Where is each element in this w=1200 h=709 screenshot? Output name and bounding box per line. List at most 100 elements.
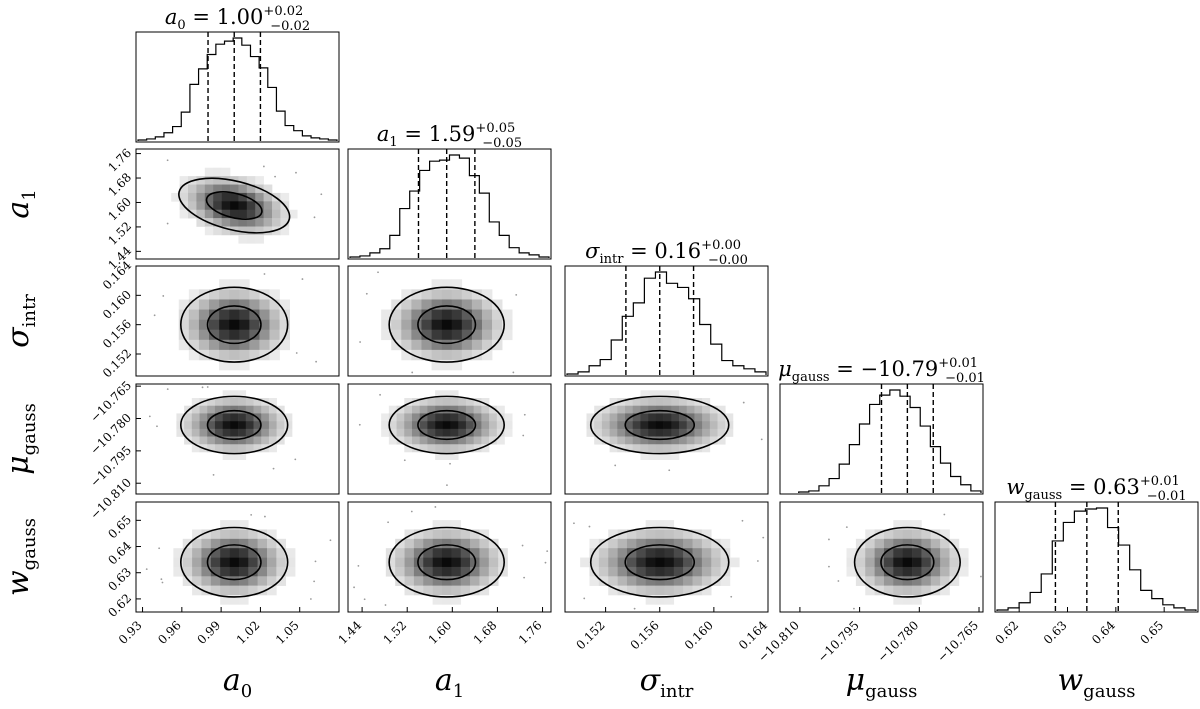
density-cell (432, 548, 443, 558)
density-cell (173, 557, 184, 568)
density-cell (266, 548, 277, 558)
density-cell (617, 421, 626, 430)
sample-point (162, 295, 165, 297)
sample-point (295, 352, 298, 354)
contour-2sigma (589, 526, 730, 598)
density-cell (423, 557, 433, 568)
density-cell (263, 209, 273, 219)
x-axis-label-a0: a0 (223, 663, 252, 702)
density-cell (266, 529, 277, 540)
density-cell (479, 538, 490, 549)
density-cell (912, 548, 922, 558)
density-cell (171, 192, 180, 202)
x-tick-label-a1: 1.52 (381, 618, 410, 647)
density-cell (191, 436, 200, 445)
density-cell (460, 566, 471, 577)
density-cell (248, 529, 258, 540)
density-cell (940, 585, 950, 596)
density-cell (238, 209, 248, 219)
sample-point (250, 513, 253, 516)
density-cell (391, 339, 402, 351)
y-axis-label-mu_gauss: μgauss (1, 403, 40, 475)
density-cell (220, 557, 230, 568)
density-cell (427, 428, 436, 437)
density-cell (253, 421, 262, 430)
density-cell (441, 279, 453, 290)
density-cell (238, 413, 247, 422)
density-cell (209, 299, 220, 310)
density-cell (229, 349, 240, 361)
density-cell (589, 557, 600, 568)
density-cell (673, 548, 684, 558)
density-cell (451, 548, 462, 558)
density-cell (465, 397, 474, 407)
density-cell (481, 349, 493, 361)
density-cell (263, 201, 273, 211)
density-cell (640, 413, 649, 422)
density-cell (709, 436, 718, 445)
density-cell (269, 329, 280, 341)
density-cell (441, 548, 452, 558)
contour-2sigma (178, 177, 291, 234)
density-cell (238, 405, 247, 414)
density-cell (214, 444, 223, 453)
density-cell (450, 390, 459, 399)
density-cell (488, 566, 499, 577)
density-cell (492, 299, 503, 310)
x-tick-label-sigma_intr: 0.152 (574, 618, 608, 652)
sample-point (434, 506, 437, 508)
density-cell (411, 444, 420, 453)
density-cell (221, 226, 231, 236)
density-cell (222, 421, 231, 430)
density-cell (268, 444, 277, 453)
density-cell (692, 557, 703, 568)
density-cell (451, 576, 462, 586)
density-cell (648, 436, 657, 445)
y-axis-label-sigma_intr: σintr (1, 294, 40, 348)
density-cell (673, 538, 684, 549)
density-cell (664, 585, 675, 596)
sample-point (363, 598, 366, 601)
density-cell (431, 289, 442, 300)
density-cell (441, 520, 452, 530)
density-cell (411, 349, 422, 361)
density-cell (192, 576, 202, 586)
density-cell (940, 538, 950, 549)
sample-point (314, 560, 317, 563)
density-cell (645, 538, 656, 549)
density-cell (248, 557, 258, 568)
density-cell (450, 413, 459, 422)
density-cell (442, 397, 451, 407)
density-cell (196, 184, 206, 194)
density-cell (209, 339, 220, 351)
density-cell (385, 557, 396, 568)
density-cell (492, 309, 503, 320)
density-cell (720, 557, 731, 568)
density-cell (481, 329, 493, 341)
density-cell (617, 557, 628, 568)
density-cell (874, 585, 885, 596)
density-cell (210, 576, 221, 586)
density-cell (855, 548, 866, 558)
density-cell (229, 279, 240, 290)
density-cell (655, 390, 664, 399)
density-cell (238, 184, 248, 194)
density-cell (442, 444, 451, 453)
density-cell (435, 444, 444, 453)
density-cell (238, 576, 249, 586)
density-cell (958, 566, 969, 577)
density-cell (188, 349, 200, 361)
density-cell (245, 444, 254, 453)
sample-point (379, 393, 381, 396)
density-cell (432, 566, 443, 577)
density-cell (645, 529, 656, 540)
density-cell (404, 405, 413, 414)
density-cell (266, 557, 277, 568)
density-cell (230, 428, 239, 437)
density-cell (229, 566, 240, 577)
density-cell (679, 397, 688, 407)
density-cell (204, 167, 214, 177)
density-cell (481, 299, 493, 310)
density-cell (702, 436, 711, 445)
histogram-mu_gauss (798, 389, 982, 493)
